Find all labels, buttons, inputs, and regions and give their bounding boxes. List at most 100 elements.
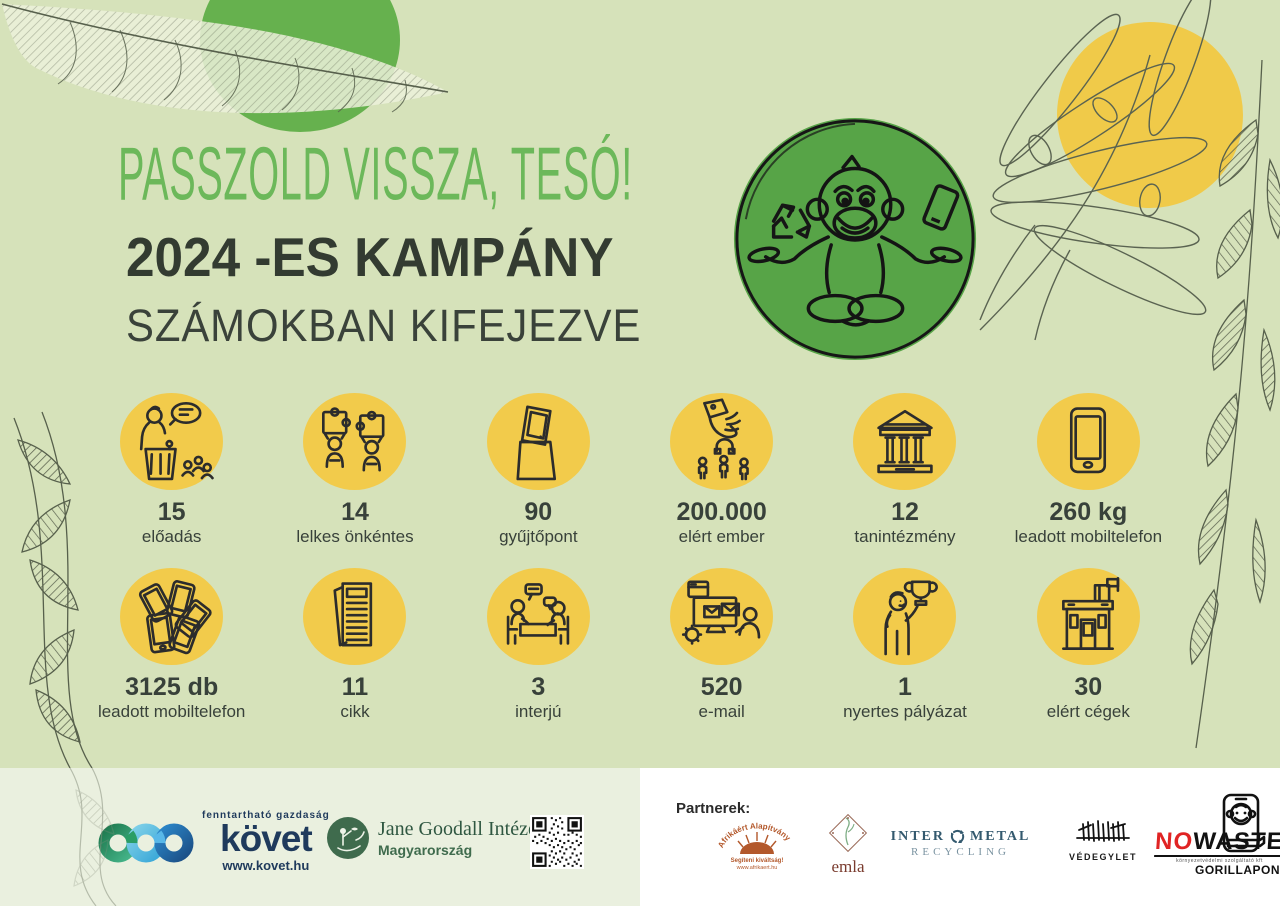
intermetal-recycling: RECYCLING <box>911 846 1010 858</box>
top-right-monstera <box>979 0 1243 341</box>
stat-label: e-mail <box>698 702 745 722</box>
newspaper-icon <box>333 581 373 646</box>
kovet-rings-icon <box>98 823 194 863</box>
jane-goodall-circle-icon <box>327 817 369 859</box>
gorilla-phone-icon <box>1222 793 1266 853</box>
stat-email: 520 e-mail <box>630 568 813 743</box>
stat-eloadas: 15 előadás <box>80 393 263 568</box>
kovet-url: www.kovet.hu <box>222 858 310 874</box>
speaker-podium-icon <box>139 401 214 480</box>
stat-tanintezmeny: 12 tanintézmény <box>813 393 996 568</box>
stat-label: tanintézmény <box>854 527 956 547</box>
nowaste-waste: WASTE <box>1192 828 1280 855</box>
stat-label: lelkes önkéntes <box>296 527 414 547</box>
poster-subtitle-year: 2024 -ES KAMPÁNY <box>126 227 614 289</box>
stat-value: 12 <box>891 498 919 526</box>
left-edge-vine <box>13 411 93 769</box>
partner-vedegylet-logo: VÉDEGYLET <box>1068 816 1138 862</box>
stat-leadott-db: 3125 db leadott mobiltelefon <box>80 568 263 743</box>
stat-label: nyertes pályázat <box>843 702 967 722</box>
stat-value: 11 <box>341 673 369 701</box>
stat-value: 260 kg <box>1049 498 1128 526</box>
jane-goodall-logo: Jane Goodall Intézet Magyarország <box>326 816 542 860</box>
poster-title: PASSZOLD VISSZA, TESÓ! <box>118 131 633 217</box>
recycle-icon <box>771 203 812 239</box>
partner-afrikaert-logo: Afrikáért Alapítvány Segíteni kiváltság!… <box>712 814 802 875</box>
footer-organizers: fenntartható gazdaság követ www.kovet.hu… <box>0 768 640 906</box>
stat-cikk: 11 cikk <box>263 568 446 743</box>
stat-circle <box>120 568 224 665</box>
stat-label: elért ember <box>678 527 765 547</box>
diamond-plant-icon <box>828 813 868 853</box>
stat-value: 30 <box>1074 673 1103 701</box>
stat-value: 520 <box>700 673 743 701</box>
stat-label: cikk <box>340 702 370 722</box>
poster-subtitle-numbers: SZÁMOKBAN KIFEJEZVE <box>126 300 642 351</box>
partners-label: Partnerek: <box>676 800 751 817</box>
kovet-logo: fenntartható gazdaság követ www.kovet.hu <box>98 810 330 873</box>
stat-label: előadás <box>141 527 202 547</box>
volunteers-puzzle-icon <box>321 406 385 471</box>
stat-label: gyűjtőpont <box>499 527 578 547</box>
sunrise-icon: Afrikáért Alapítvány Segíteni kiváltság!… <box>716 821 792 871</box>
recycle-icon <box>950 829 965 843</box>
partner-nowaste-logo: NOWASTE környezetvédelmi szolgáltató kft <box>1152 828 1280 864</box>
stat-onkentes: 14 lelkes önkéntes <box>263 393 446 568</box>
partner-gorillapont-logo: GORILLAPONT <box>1195 792 1280 877</box>
stat-interju: 3 interjú <box>447 568 630 743</box>
stat-nyertes-palyazat: 1 nyertes pályázat <box>813 568 996 743</box>
stat-value: 3 <box>531 673 546 701</box>
svg-text:Afrikáért Alapítvány: Afrikáért Alapítvány <box>716 821 792 849</box>
stat-value: 1 <box>898 673 912 701</box>
emla-name: emla <box>831 857 865 876</box>
stat-label: leadott mobiltelefon <box>1014 527 1163 547</box>
company-building-icon <box>1062 576 1120 650</box>
jane-goodall-region: Magyarország <box>378 842 473 858</box>
phone-pile-icon <box>138 579 212 654</box>
gorillapont-name: GORILLAPONT <box>1195 863 1280 877</box>
partner-intermetal-logo: INTER METAL RECYCLING <box>888 828 1033 859</box>
monkey-recycle-badge <box>733 117 977 361</box>
stat-circle <box>486 393 590 490</box>
stat-gyujtopont: 90 gyűjtőpont <box>447 393 630 568</box>
stat-circle <box>486 568 590 665</box>
fence-sketch-icon <box>1076 820 1130 842</box>
stat-label: elért cégek <box>1046 702 1130 722</box>
collection-kiosk-icon <box>516 404 557 480</box>
stat-leadott-kg: 260 kg leadott mobiltelefon <box>997 393 1180 568</box>
stat-circle <box>670 568 774 665</box>
stat-circle <box>853 568 957 665</box>
kovet-tagline: fenntartható gazdaság <box>202 810 330 821</box>
monkey-line-art <box>747 154 963 327</box>
email-computer-icon <box>681 579 760 645</box>
stat-value: 3125 db <box>125 673 219 701</box>
stat-circle <box>120 393 224 490</box>
footer-partners: Partnerek: Afrikáért Alapítvány Segíteni… <box>640 768 1280 906</box>
qr-code <box>530 815 584 869</box>
magnet-people-icon <box>697 397 749 480</box>
nowaste-no: NO <box>1154 828 1195 855</box>
stat-value: 15 <box>157 498 186 526</box>
intermetal-word2: METAL <box>970 828 1031 844</box>
stat-circle <box>303 568 407 665</box>
stat-circle <box>1036 393 1140 490</box>
right-edge-leaf <box>1189 59 1280 749</box>
stat-label: leadott mobiltelefon <box>97 702 246 722</box>
stat-circle <box>670 393 774 490</box>
svg-text:Segíteni kiváltság!: Segíteni kiváltság! <box>731 858 784 864</box>
mobile-phone-icon <box>1070 406 1107 473</box>
nowaste-tagline: környezetvédelmi szolgáltató kft <box>1176 858 1263 864</box>
stat-elert-cegek: 30 elért cégek <box>997 568 1180 743</box>
intermetal-word1: INTER <box>890 828 946 844</box>
top-left-leaf <box>1 0 449 132</box>
institution-icon <box>877 409 933 473</box>
stat-circle <box>1036 568 1140 665</box>
smartphone-icon <box>922 184 960 231</box>
jane-goodall-name: Jane Goodall Intézet <box>378 818 543 840</box>
stat-circle <box>853 393 957 490</box>
stat-value: 90 <box>524 498 553 526</box>
stat-value: 200.000 <box>676 498 767 526</box>
stat-elert-ember: 200.000 elért ember <box>630 393 813 568</box>
